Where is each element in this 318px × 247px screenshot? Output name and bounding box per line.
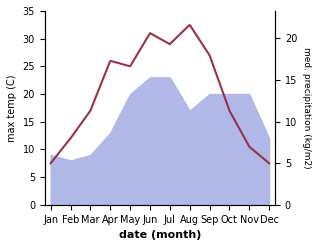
X-axis label: date (month): date (month) <box>119 230 201 240</box>
Y-axis label: max temp (C): max temp (C) <box>7 74 17 142</box>
Y-axis label: med. precipitation (kg/m2): med. precipitation (kg/m2) <box>302 47 311 169</box>
